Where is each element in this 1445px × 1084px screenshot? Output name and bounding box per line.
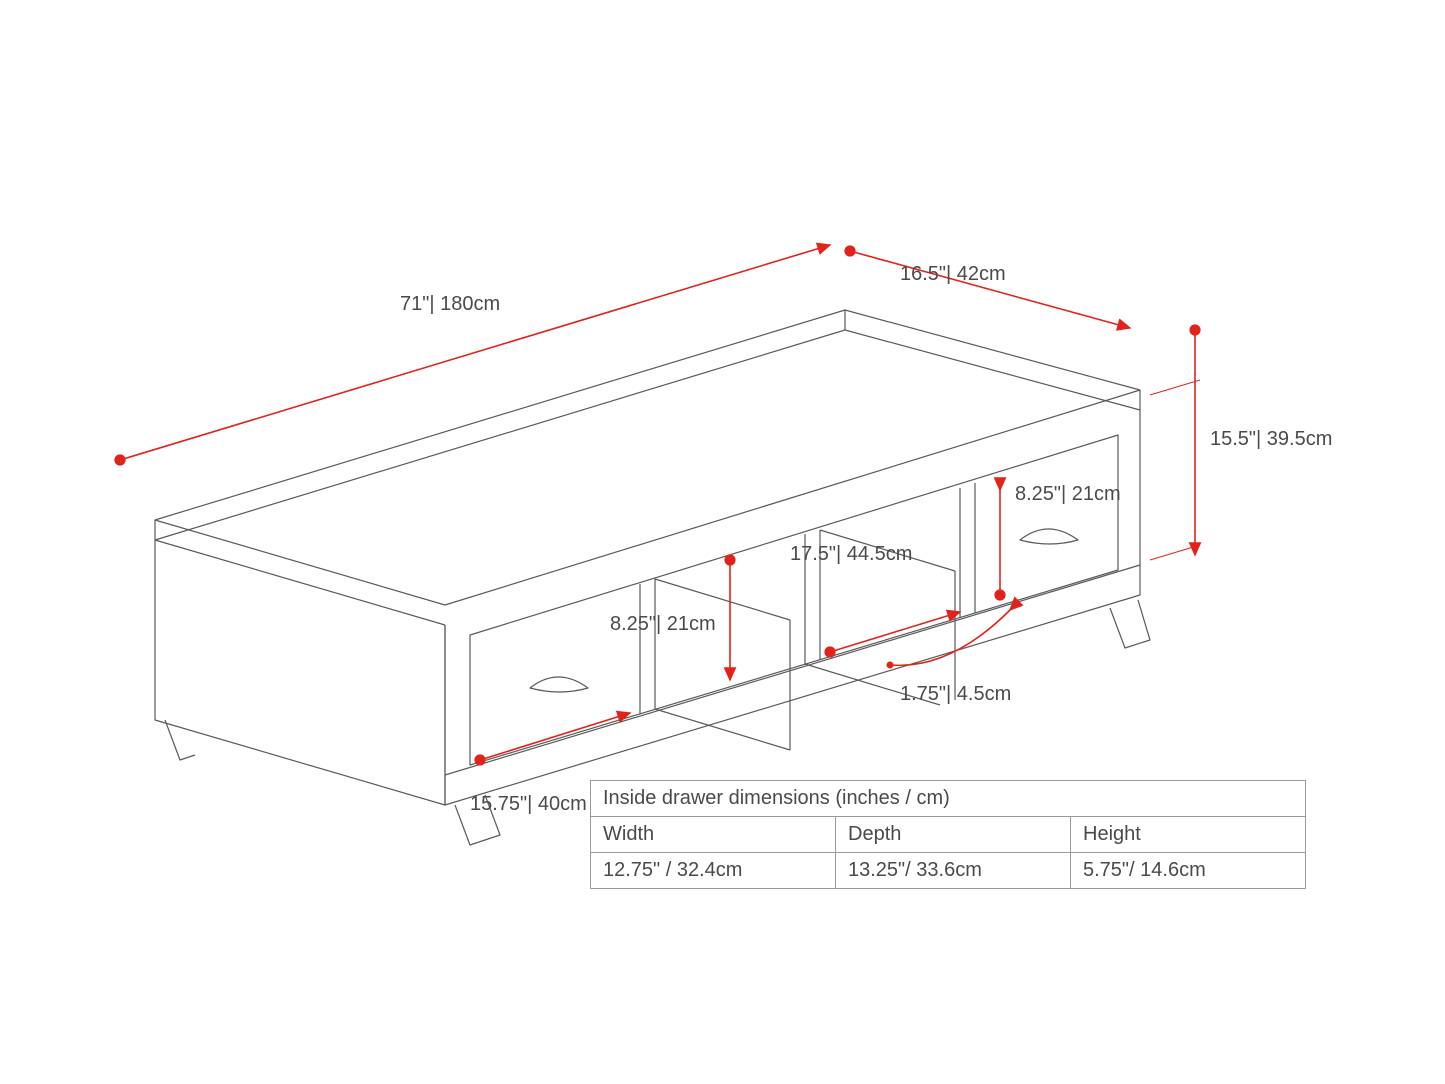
label-overall-height: 15.5"| 39.5cm xyxy=(1210,428,1332,450)
col-width: Width xyxy=(591,817,836,853)
dim-leg-gap xyxy=(890,610,1010,665)
drawer-handle-right xyxy=(1020,529,1078,544)
cell-width: 12.75" / 32.4cm xyxy=(591,853,836,889)
col-depth: Depth xyxy=(836,817,1071,853)
dimension-diagram: 71"| 180cm 16.5"| 42cm 15.5"| 39.5cm 17.… xyxy=(0,0,1445,1084)
dim-overall-width xyxy=(120,245,830,460)
table-title: Inside drawer dimensions (inches / cm) xyxy=(591,781,1306,817)
label-leg-gap: 1.75"| 4.5cm xyxy=(900,683,1011,705)
drawer-handle-left xyxy=(530,677,588,692)
cell-height: 5.75"/ 14.6cm xyxy=(1071,853,1306,889)
cell-depth: 13.25"/ 33.6cm xyxy=(836,853,1071,889)
label-overall-width: 71"| 180cm xyxy=(400,293,500,315)
label-shelf-width: 17.5"| 44.5cm xyxy=(790,543,912,565)
dim-drawer-front xyxy=(480,713,630,760)
col-height: Height xyxy=(1071,817,1306,853)
dimension-labels: 71"| 180cm 16.5"| 42cm 15.5"| 39.5cm 17.… xyxy=(400,263,1332,815)
dim-shelf-width xyxy=(830,612,960,652)
drawer-dimensions-table: Inside drawer dimensions (inches / cm) W… xyxy=(590,780,1306,889)
label-overall-depth: 16.5"| 42cm xyxy=(900,263,1006,285)
label-drawer-front: 15.75"| 40cm xyxy=(470,793,587,815)
label-shelf-h-right: 8.25"| 21cm xyxy=(1015,483,1121,505)
table-row: 12.75" / 32.4cm 13.25"/ 33.6cm 5.75"/ 14… xyxy=(591,853,1306,889)
label-shelf-h-left: 8.25"| 21cm xyxy=(610,613,716,635)
